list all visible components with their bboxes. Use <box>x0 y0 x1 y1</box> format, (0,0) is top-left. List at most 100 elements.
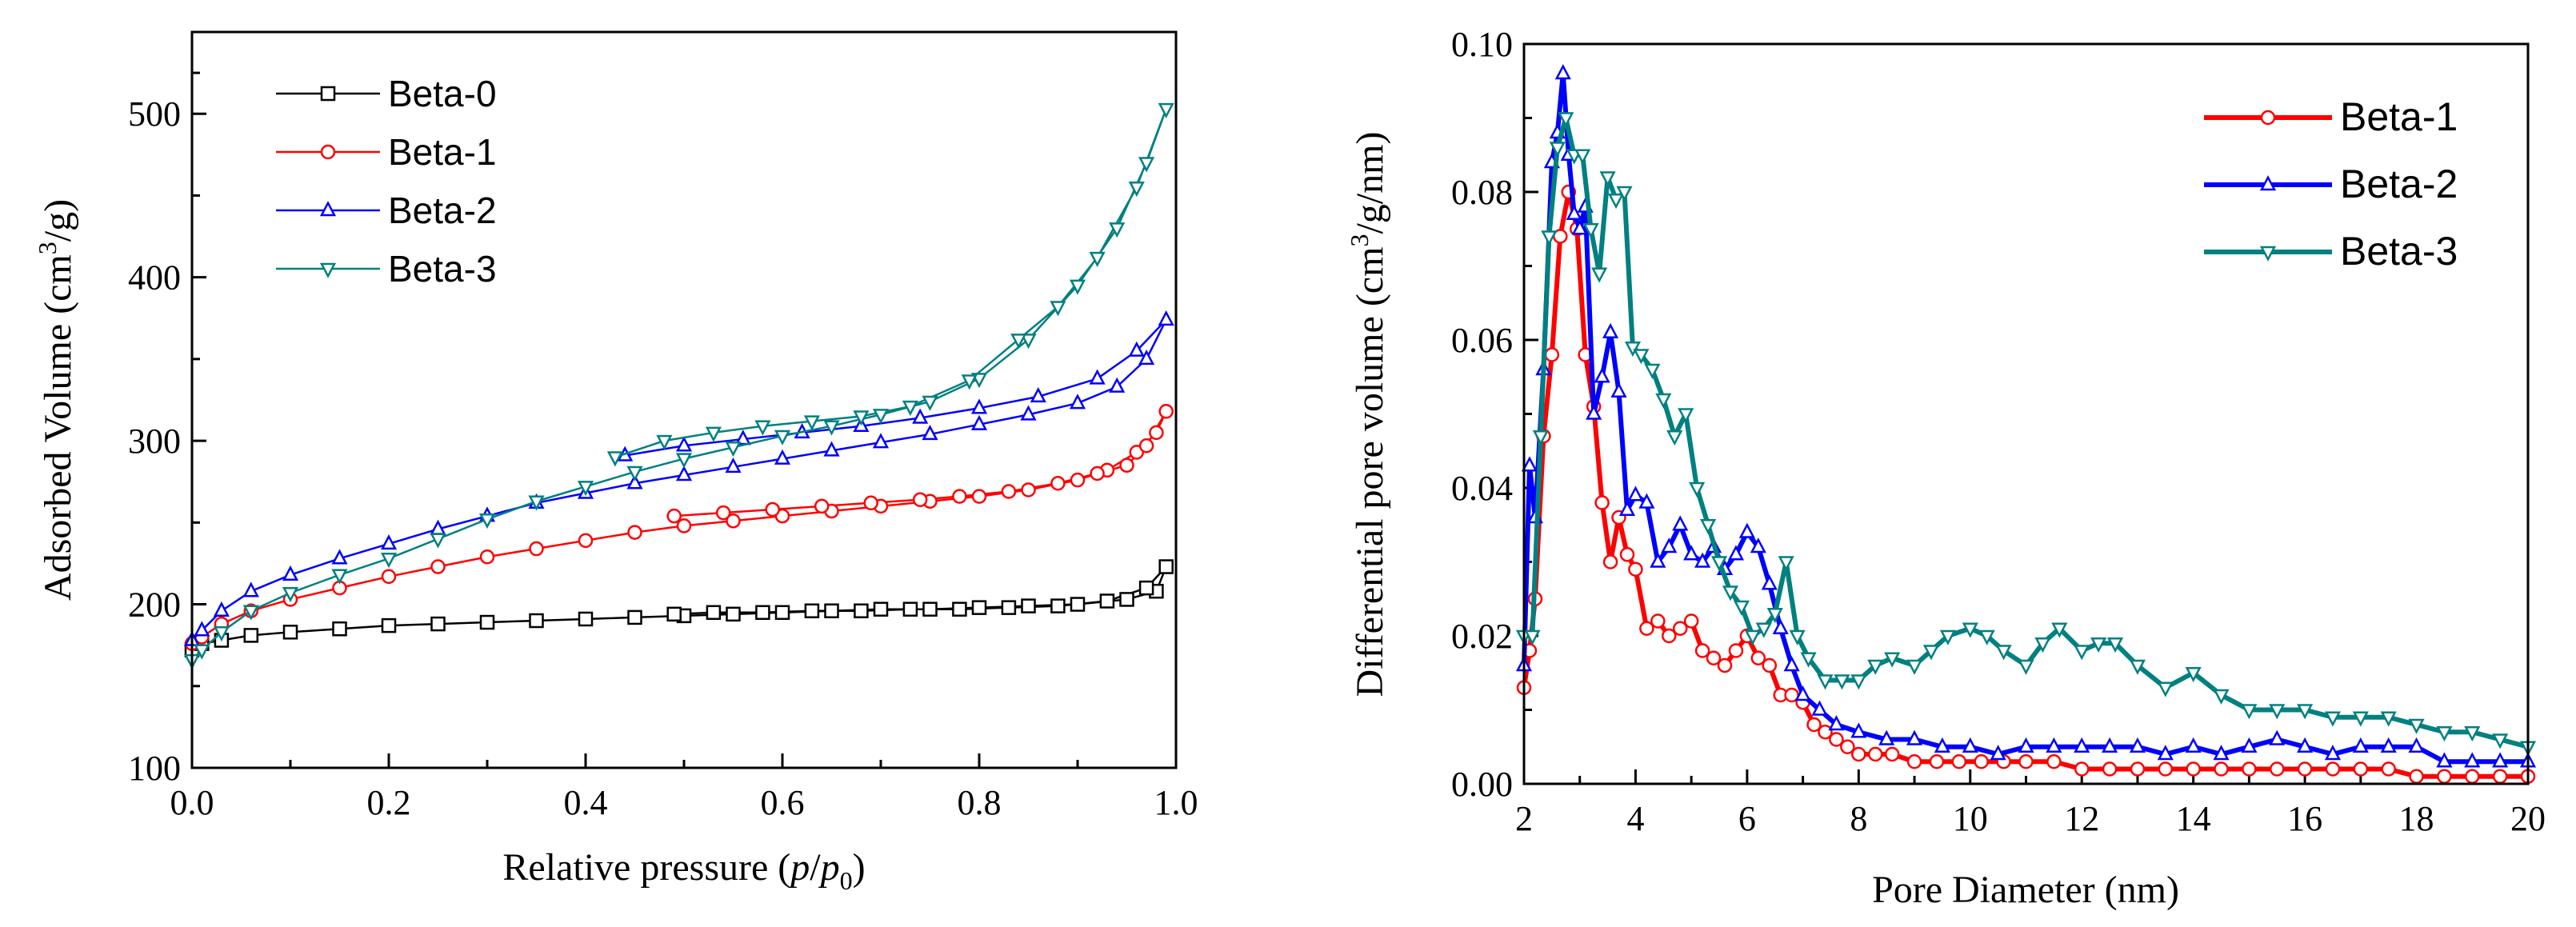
data-point-beta-3 <box>725 442 742 458</box>
data-point-beta-2 <box>1962 737 1978 753</box>
data-point-beta-2 <box>2018 737 2034 753</box>
data-point-beta-1 <box>1694 643 1710 658</box>
data-point-beta-1 <box>676 518 692 533</box>
x-tick-label: 10 <box>1953 799 1988 838</box>
data-point-beta-0 <box>902 601 918 617</box>
data-point-beta-2 <box>872 433 890 449</box>
data-point-beta-1 <box>2437 769 2452 784</box>
data-point-beta-2 <box>1627 485 1644 501</box>
data-point-beta-3 <box>380 553 398 569</box>
data-point-beta-1 <box>1762 657 1778 673</box>
x-tick-label: 16 <box>2287 799 2322 838</box>
x-tick-label: 6 <box>1738 799 1756 838</box>
data-point-beta-0 <box>971 600 987 615</box>
legend-item-beta-3: Beta-3 <box>276 248 497 290</box>
data-point-beta-1 <box>1639 621 1654 636</box>
data-point-beta-1 <box>1929 754 1945 769</box>
series-beta-2 <box>183 310 1174 646</box>
data-point-beta-3 <box>2034 637 2051 653</box>
data-point-beta-0 <box>804 603 820 618</box>
data-point-beta-2 <box>1811 700 1828 716</box>
data-point-beta-1 <box>2297 761 2313 777</box>
data-point-beta-0 <box>578 611 594 627</box>
data-point-beta-1 <box>2214 761 2229 777</box>
x-tick-label: 0.4 <box>564 783 608 822</box>
data-point-beta-1 <box>2046 754 2062 769</box>
data-point-beta-1 <box>627 525 642 540</box>
data-point-beta-3 <box>1069 279 1086 295</box>
data-point-beta-3 <box>2269 704 2286 720</box>
data-point-beta-2 <box>823 441 840 457</box>
data-point-beta-1 <box>2465 769 2480 784</box>
right-y-tick-labels: 0.00 0.02 0.04 0.06 0.08 0.10 <box>1451 25 1513 804</box>
data-point-beta-2 <box>1850 722 1867 738</box>
data-point-beta-0 <box>1138 580 1154 596</box>
data-point-beta-3 <box>2074 645 2090 661</box>
data-point-beta-3 <box>1817 674 1834 690</box>
data-point-beta-2 <box>1828 715 1845 731</box>
left-plot-frame <box>190 30 1178 769</box>
data-point-beta-1 <box>1594 495 1610 510</box>
data-point-beta-3 <box>2352 711 2369 727</box>
data-point-beta-0 <box>1001 600 1017 615</box>
data-point-beta-0 <box>332 621 347 637</box>
data-point-beta-1 <box>1884 746 1900 762</box>
data-point-beta-2 <box>1566 204 1582 220</box>
y-tick-label: 0.00 <box>1451 765 1513 804</box>
data-point-beta-1 <box>2381 761 2396 777</box>
data-point-beta-3 <box>1922 645 1940 661</box>
data-point-beta-0 <box>381 617 397 633</box>
data-point-beta-3 <box>2324 711 2342 727</box>
data-point-beta-3 <box>1574 149 1591 165</box>
x-tick-label: 0.8 <box>958 783 1002 822</box>
x-tick-label: 20 <box>2510 799 2546 838</box>
data-point-beta-0 <box>1070 597 1086 612</box>
data-point-beta-2 <box>2185 737 2202 753</box>
y-tick-label: 100 <box>128 749 181 788</box>
data-point-beta-2 <box>213 601 230 617</box>
data-point-beta-1 <box>2325 761 2341 777</box>
data-point-beta-1 <box>814 498 830 514</box>
data-point-beta-2 <box>1650 552 1666 568</box>
data-point-beta-3 <box>774 430 791 446</box>
x-tick-label: 8 <box>1850 799 1867 838</box>
right-y-axis-title: Differential pore volume (cm3/g/nm) <box>1345 132 1391 697</box>
y-tick-label: 0.08 <box>1451 173 1513 212</box>
data-point-beta-3 <box>2157 681 2174 697</box>
data-point-beta-3 <box>2408 718 2425 734</box>
data-point-beta-1 <box>1818 725 1833 740</box>
data-point-beta-2 <box>2269 729 2286 745</box>
data-point-beta-2 <box>1772 618 1789 634</box>
series-beta-3 <box>183 102 1174 669</box>
data-point-beta-1 <box>715 505 731 521</box>
data-point-beta-3 <box>823 420 840 436</box>
data-point-beta-3 <box>1582 223 1599 239</box>
data-point-beta-3 <box>2241 704 2258 720</box>
series-line-beta-3 <box>191 107 1167 661</box>
y-tick-label: 0.06 <box>1451 321 1513 360</box>
legend-item-beta-1: Beta-1 <box>276 131 497 173</box>
data-point-beta-2 <box>2074 737 2090 753</box>
data-point-beta-1 <box>1070 472 1086 488</box>
data-point-beta-2 <box>970 398 988 414</box>
data-point-beta-0 <box>666 606 682 622</box>
data-point-beta-3 <box>1138 157 1155 173</box>
data-point-beta-3 <box>675 453 693 469</box>
data-point-beta-1 <box>1662 628 1677 644</box>
data-point-beta-3 <box>1524 629 1541 645</box>
data-point-beta-1 <box>1683 613 1699 629</box>
x-tick-label: 0.0 <box>170 783 214 822</box>
data-point-beta-0 <box>430 616 446 632</box>
data-point-beta-2 <box>2380 737 2397 753</box>
data-point-beta-3 <box>1800 652 1817 668</box>
data-point-beta-1 <box>1806 717 1822 733</box>
y-tick-label: 400 <box>128 258 181 298</box>
data-point-beta-1 <box>479 549 495 565</box>
data-point-beta-3 <box>1541 230 1558 246</box>
legend-marker <box>2259 246 2277 262</box>
data-point-beta-2 <box>1554 64 1571 80</box>
x-tick-label: 18 <box>2399 799 2434 838</box>
data-point-beta-3 <box>2464 726 2481 742</box>
data-point-beta-3 <box>1558 112 1574 128</box>
data-point-beta-2 <box>1934 737 1950 753</box>
